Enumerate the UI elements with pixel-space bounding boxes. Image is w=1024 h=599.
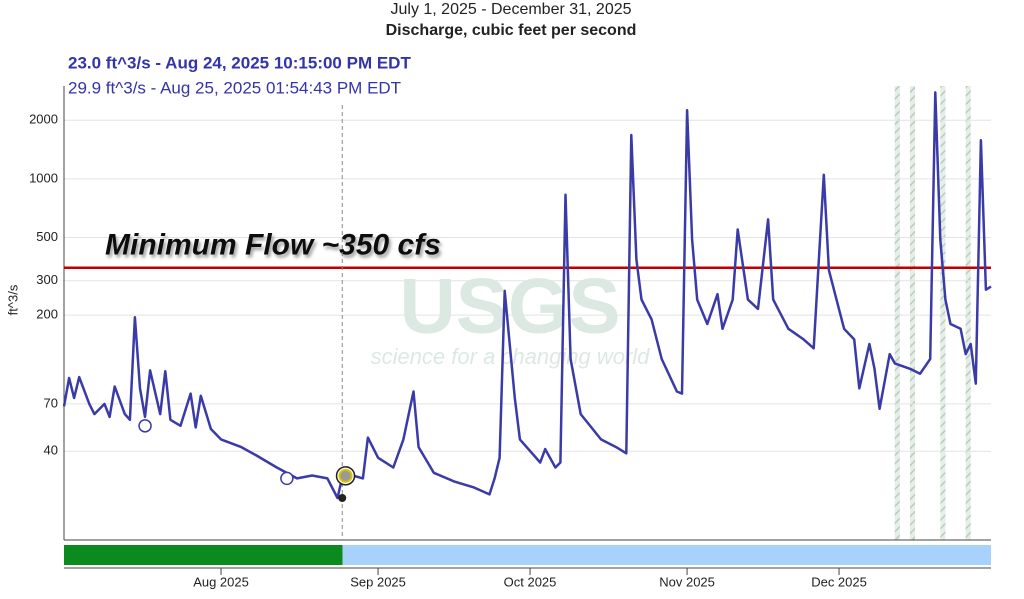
hover-point (338, 468, 353, 483)
tooltip-secondary: 29.9 ft^3/s - Aug 25, 2025 01:54:43 PM E… (68, 78, 401, 97)
x-tick-label: Nov 2025 (659, 574, 715, 589)
x-tick-label: Oct 2025 (504, 574, 557, 589)
hover-point (338, 494, 347, 503)
x-tick-label: Dec 2025 (811, 574, 867, 589)
status-period (64, 545, 343, 565)
chart-title: July 1, 2025 - December 31, 2025 (390, 1, 631, 18)
y-tick-label: 70 (44, 395, 58, 410)
shaded-period (940, 86, 946, 540)
threshold-label: Minimum Flow ~350 cfs (105, 229, 441, 262)
y-tick-label: 300 (36, 272, 58, 287)
x-tick-label: Sep 2025 (350, 574, 406, 589)
shaded-period (894, 86, 900, 540)
y-tick-label: 2000 (29, 112, 58, 127)
discharge-line (62, 91, 992, 500)
y-tick-label: 40 (44, 443, 58, 458)
chart-subtitle: Discharge, cubic feet per second (386, 22, 637, 39)
measurement-marker (280, 471, 294, 486)
shaded-period (965, 86, 971, 540)
y-tick-label: 500 (36, 229, 58, 244)
y-axis-label: ft^3/s (5, 284, 20, 315)
y-tick-label: 1000 (29, 170, 58, 185)
y-tick-label: 200 (36, 307, 58, 322)
shaded-period (909, 86, 916, 540)
background-layer (64, 86, 991, 540)
tooltip-primary: 23.0 ft^3/s - Aug 24, 2025 10:15:00 PM E… (68, 53, 411, 72)
measurement-marker (138, 419, 152, 433)
x-tick-label: Aug 2025 (193, 574, 249, 589)
status-period (342, 545, 991, 565)
